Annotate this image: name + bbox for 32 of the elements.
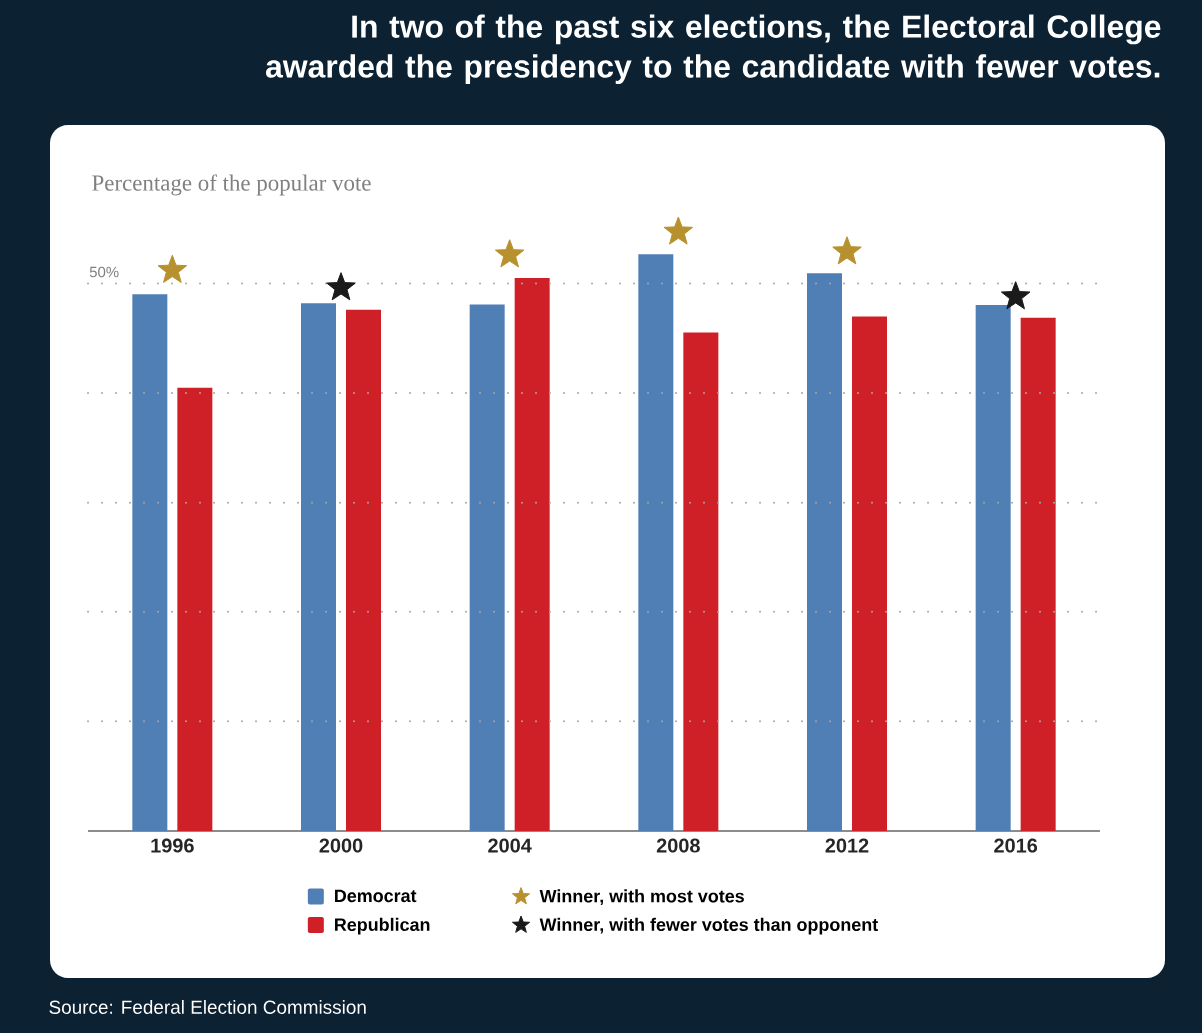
bar — [514, 278, 550, 831]
legend-label: Democrat — [335, 889, 417, 903]
point — [663, 216, 694, 245]
point — [832, 236, 862, 265]
x-tick-label: 2008 — [656, 838, 700, 853]
bar — [177, 387, 213, 831]
point — [494, 239, 525, 268]
x-tick-label: 2000 — [319, 838, 363, 853]
point — [326, 272, 356, 301]
legend-label: Winner, with most votes — [539, 889, 744, 906]
x-tick-label: 2004 — [488, 838, 532, 853]
chart-title: In two of the past six elections, the Electoral College awarded the presidency to the candidate with fewer votes. — [266, 14, 1161, 85]
bar — [683, 332, 719, 831]
source-note: Source: Federal Election Commission — [49, 1000, 366, 1014]
bar — [807, 273, 842, 831]
x-tick-label: 1996 — [151, 838, 194, 853]
bar — [346, 309, 382, 831]
point — [1000, 281, 1031, 310]
legend-label: Winner, with fewer votes than opponent — [539, 917, 878, 935]
bar — [301, 303, 337, 831]
y-axis-title: Percentage of the popular vote — [92, 174, 371, 196]
bar — [852, 316, 887, 831]
point — [157, 254, 188, 283]
bar — [1020, 317, 1056, 831]
legend-label: Republican — [335, 917, 430, 935]
annotation: 50% — [89, 266, 119, 278]
bar — [132, 294, 168, 831]
x-tick-label: 2012 — [825, 838, 869, 853]
bar — [469, 304, 505, 831]
bar — [638, 254, 674, 831]
bar — [975, 305, 1011, 831]
x-tick-label: 2016 — [994, 838, 1038, 853]
